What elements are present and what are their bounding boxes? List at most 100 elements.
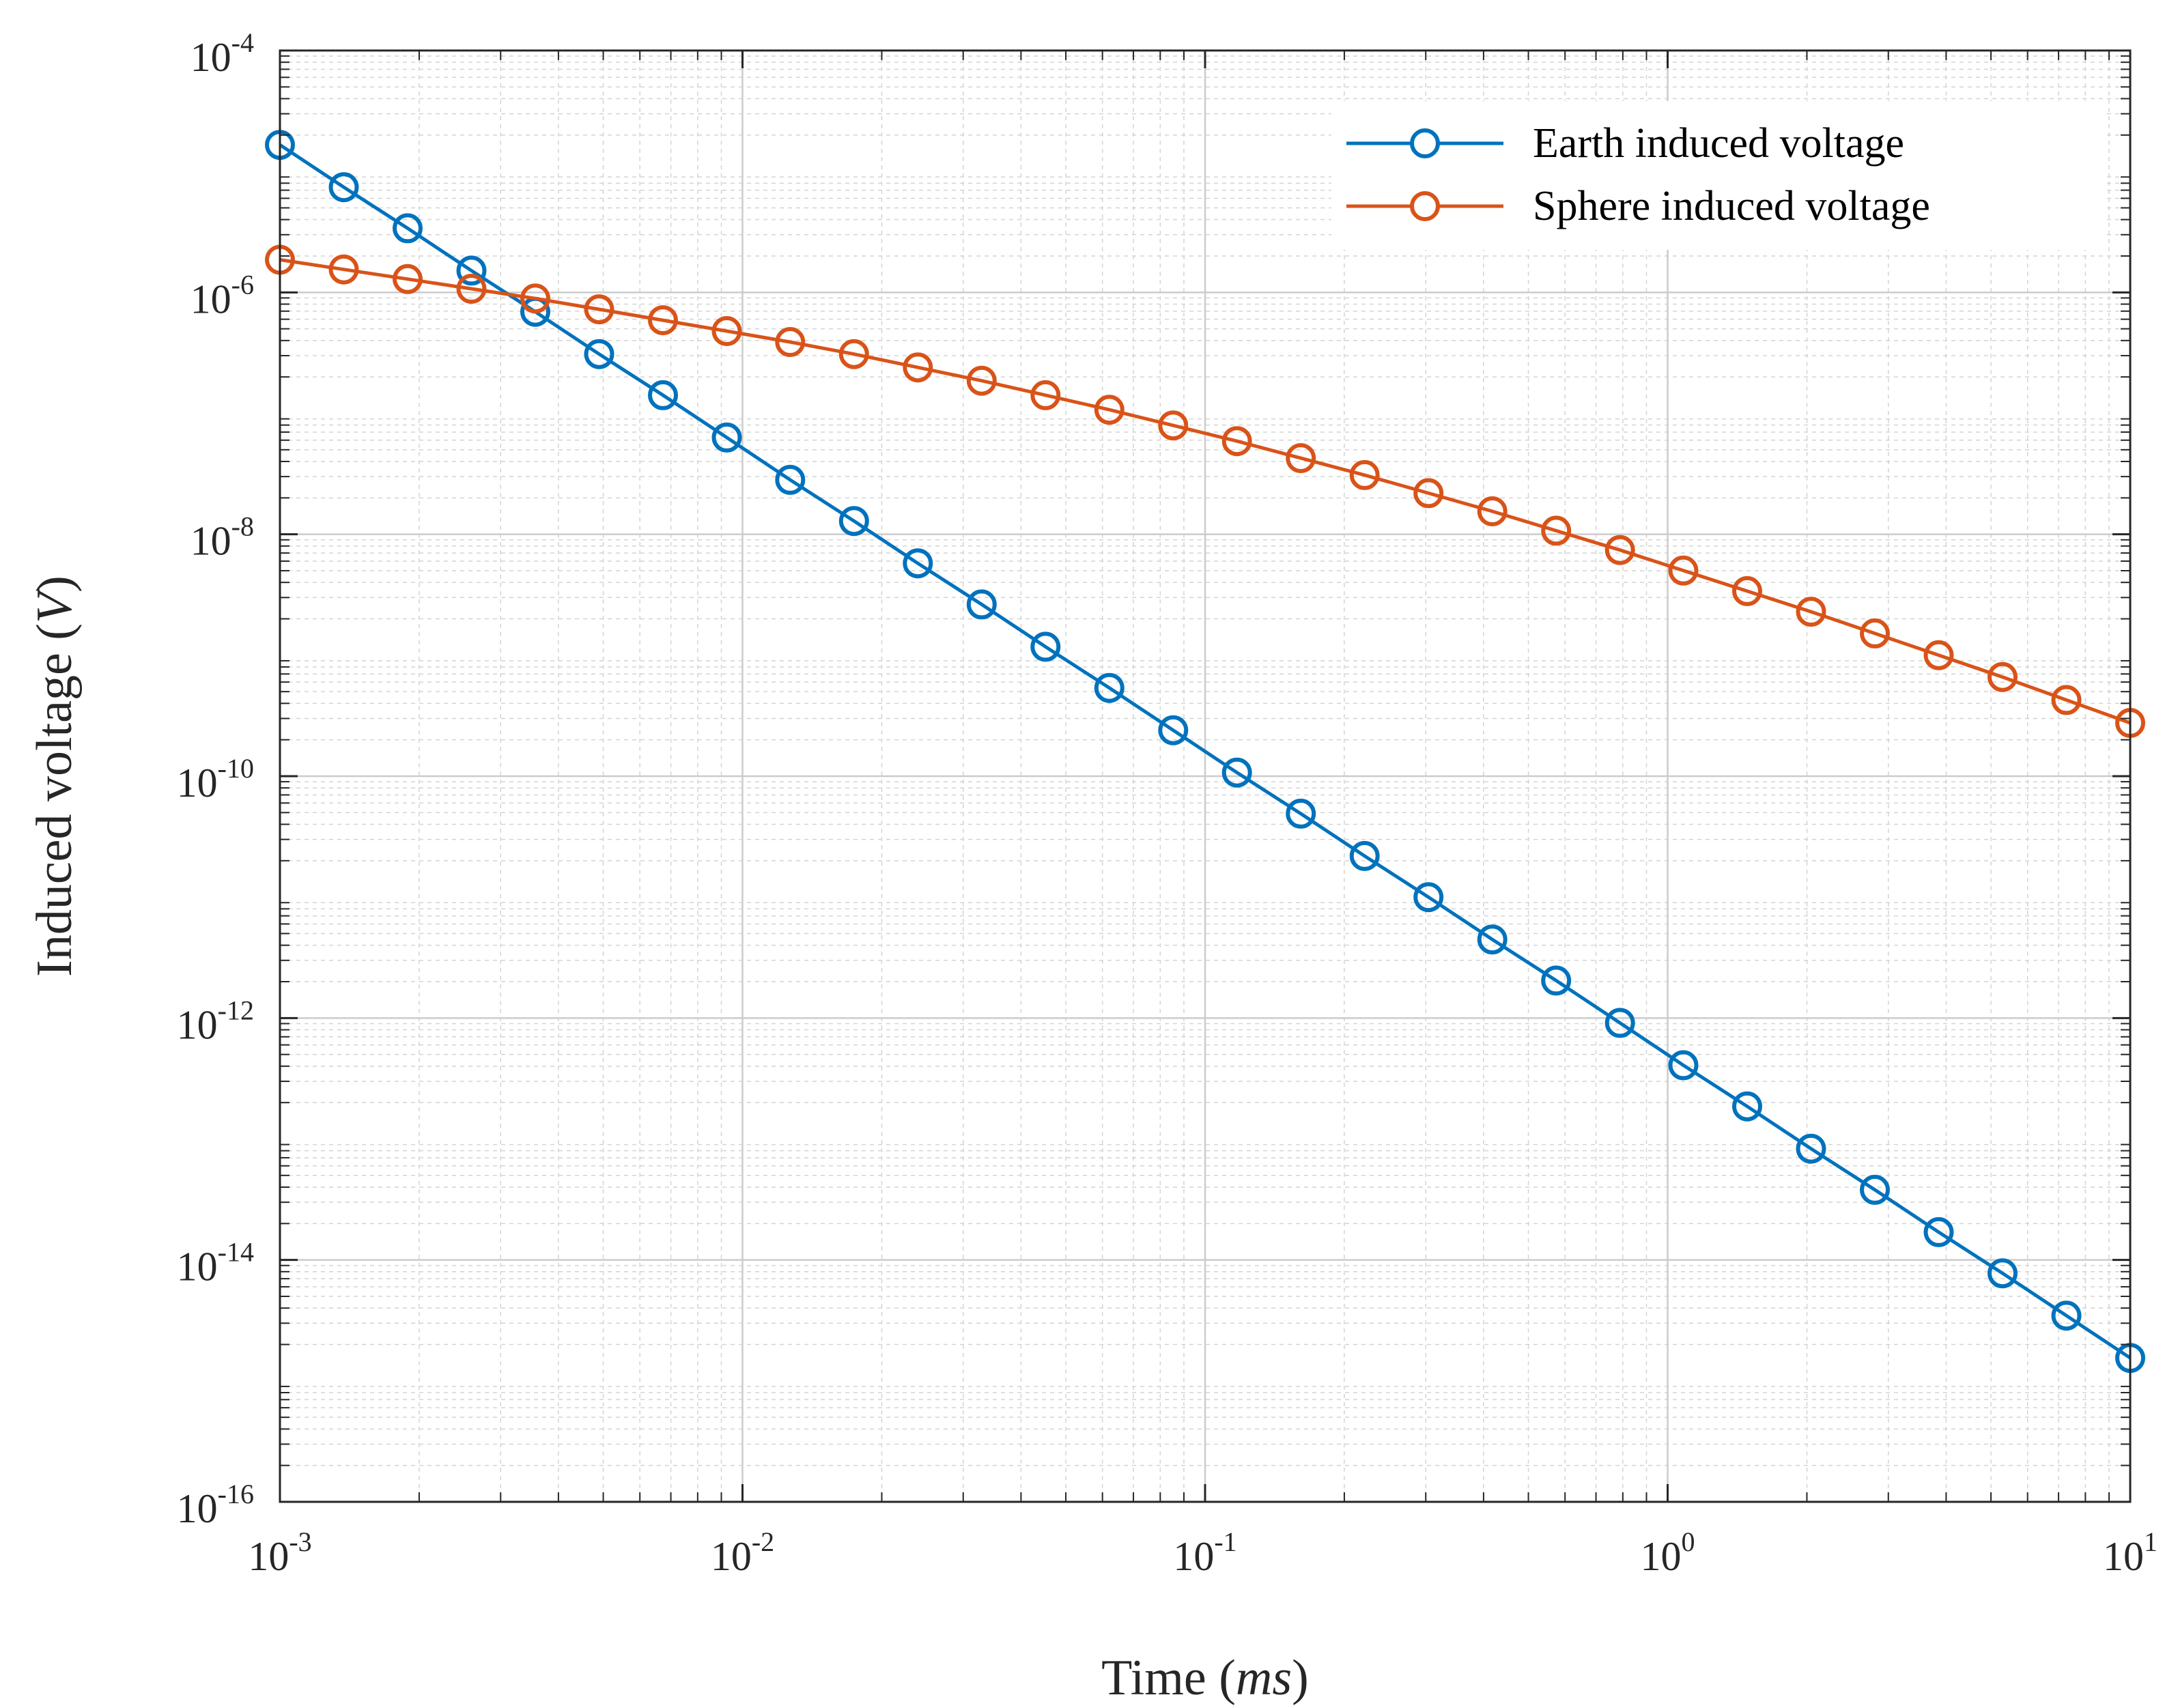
y-tick-exponent: -14 xyxy=(218,1237,254,1268)
legend-box xyxy=(1331,101,2106,250)
data-point-sphere xyxy=(1477,496,1508,526)
y-tick-base: 10 xyxy=(190,35,231,80)
data-point-earth xyxy=(456,255,487,286)
x-tick-base: 10 xyxy=(711,1534,752,1579)
series-earth xyxy=(265,130,2145,1373)
data-point-sphere xyxy=(1158,410,1189,441)
data-point-sphere xyxy=(1732,575,1762,606)
data-point-earth xyxy=(711,422,742,453)
x-tick-base: 10 xyxy=(2103,1534,2144,1579)
data-point-sphere xyxy=(393,264,423,294)
x-tick-exponent: -2 xyxy=(752,1526,774,1557)
y-tick-base: 10 xyxy=(190,276,231,322)
data-point-earth xyxy=(1413,882,1444,913)
y-tick-label: 10-16 xyxy=(177,1479,254,1531)
legend-marker-sphere xyxy=(1410,191,1440,221)
data-point-earth xyxy=(1349,840,1380,871)
x-tick-exponent: -1 xyxy=(1214,1526,1236,1557)
data-point-earth xyxy=(1221,757,1252,788)
y-tick-label: 10-6 xyxy=(190,269,254,322)
data-point-earth xyxy=(1668,1050,1699,1081)
series-layer xyxy=(265,130,2145,1373)
data-point-sphere xyxy=(1221,426,1252,457)
x-tick-label: 10-1 xyxy=(1173,1526,1236,1579)
data-point-earth xyxy=(2051,1300,2082,1331)
y-tick-exponent: -16 xyxy=(218,1479,254,1509)
data-point-earth xyxy=(1923,1216,1954,1247)
data-point-earth xyxy=(1860,1174,1890,1205)
y-tick-exponent: -10 xyxy=(218,753,254,784)
data-point-sphere xyxy=(966,365,997,396)
axis-ticks xyxy=(279,49,2132,1503)
data-point-sphere xyxy=(838,339,869,369)
data-point-sphere xyxy=(584,294,614,325)
data-point-earth xyxy=(838,506,869,537)
y-tick-label: 10-8 xyxy=(190,511,254,564)
data-point-sphere xyxy=(1094,395,1125,425)
y-tick-base: 10 xyxy=(177,760,218,806)
y-tick-base: 10 xyxy=(190,519,231,564)
data-point-earth xyxy=(775,464,806,495)
data-point-earth xyxy=(1604,1008,1635,1038)
data-point-earth xyxy=(903,548,933,579)
data-point-earth xyxy=(1988,1258,2018,1289)
y-tick-base: 10 xyxy=(177,1244,218,1290)
data-point-sphere xyxy=(520,283,550,314)
data-point-earth xyxy=(966,589,997,620)
y-tick-label: 10-12 xyxy=(177,995,254,1047)
x-tick-base: 10 xyxy=(1641,1534,1682,1579)
data-point-sphere xyxy=(1286,443,1316,474)
data-point-sphere xyxy=(456,274,487,304)
data-point-sphere xyxy=(1796,597,1826,627)
y-tick-label: 10-4 xyxy=(190,27,254,80)
data-point-earth xyxy=(328,172,359,203)
y-tick-label: 10-14 xyxy=(177,1237,254,1290)
x-tick-labels: 10-3 10-2 10-1 100 101 xyxy=(248,1526,2158,1579)
data-point-earth xyxy=(1158,715,1189,745)
data-point-sphere xyxy=(775,327,806,357)
data-point-sphere xyxy=(1923,640,1954,670)
data-point-earth xyxy=(1030,631,1061,662)
series-sphere xyxy=(265,244,2145,738)
y-tick-exponent: -4 xyxy=(231,27,254,58)
data-point-sphere xyxy=(711,316,742,346)
data-point-earth xyxy=(648,380,678,410)
data-point-earth xyxy=(1541,965,1572,996)
legend-label-earth: Earth induced voltage xyxy=(1533,120,1904,167)
x-tick-label: 101 xyxy=(2103,1526,2158,1579)
data-point-sphere xyxy=(648,305,678,336)
data-point-earth xyxy=(584,339,614,369)
data-point-earth xyxy=(1732,1091,1762,1122)
data-point-earth xyxy=(1796,1133,1826,1164)
legend-entry-sphere: Sphere induced voltage xyxy=(1346,183,1930,229)
y-axis-label: Induced voltage (V) xyxy=(27,575,83,977)
x-tick-base: 10 xyxy=(1173,1534,1214,1579)
x-tick-exponent: -3 xyxy=(289,1526,311,1557)
x-tick-base: 10 xyxy=(248,1534,289,1579)
legend-label-sphere: Sphere induced voltage xyxy=(1533,183,1930,229)
legend-entry-earth: Earth induced voltage xyxy=(1346,120,1904,167)
x-axis-label: Time (ms) xyxy=(1101,1650,1309,1706)
data-point-sphere xyxy=(2051,685,2082,715)
legend-marker-earth xyxy=(1410,128,1440,158)
y-tick-exponent: -8 xyxy=(231,511,254,542)
data-point-earth xyxy=(1094,672,1125,703)
data-point-sphere xyxy=(1541,515,1572,546)
data-point-sphere xyxy=(1668,555,1699,586)
x-tick-label: 10-3 xyxy=(248,1526,311,1579)
x-tick-label: 100 xyxy=(1641,1526,1695,1579)
x-tick-exponent: 0 xyxy=(1682,1526,1695,1557)
data-point-sphere xyxy=(1860,618,1890,649)
y-tick-exponent: -12 xyxy=(218,995,254,1025)
data-point-sphere xyxy=(1030,380,1061,410)
y-tick-base: 10 xyxy=(177,1486,218,1531)
data-point-sphere xyxy=(1604,535,1635,565)
data-point-sphere xyxy=(903,352,933,383)
x-tick-exponent: 1 xyxy=(2144,1526,2158,1557)
data-point-sphere xyxy=(328,254,359,285)
x-tick-label: 10-2 xyxy=(711,1526,774,1579)
data-point-sphere xyxy=(1349,459,1380,490)
data-point-earth xyxy=(1477,924,1508,955)
legend: Earth induced voltage Sphere induced vol… xyxy=(1331,101,2106,250)
